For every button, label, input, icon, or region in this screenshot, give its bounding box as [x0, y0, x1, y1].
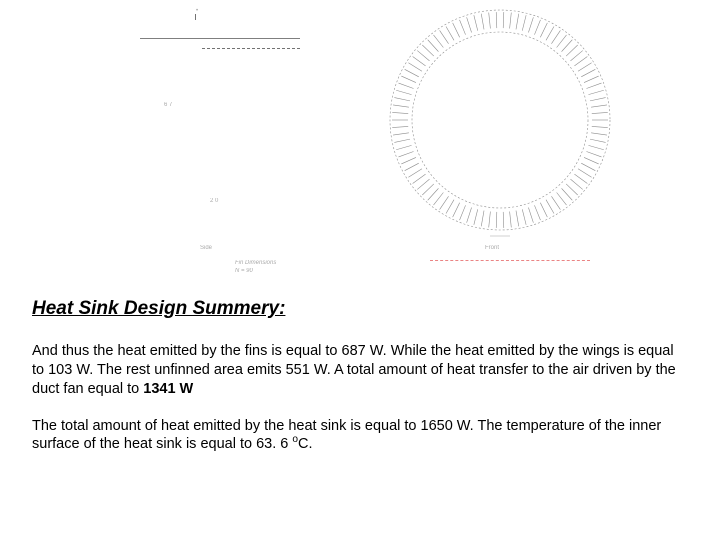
side-solid-line: [140, 38, 300, 39]
front-caption: Front: [485, 245, 499, 251]
p2-text-a: The total amount of heat emitted by the …: [32, 418, 661, 453]
front-view: [370, 0, 630, 260]
dim-caption-line2: N = 90: [235, 268, 253, 274]
side-caption: Side: [200, 245, 212, 251]
p1-text: And thus the heat emitted by the fins is…: [32, 343, 676, 397]
side-top-label: •: [196, 8, 198, 14]
side-top-tick: [195, 14, 196, 20]
front-view-svg: [370, 0, 630, 260]
paragraph-2: The total amount of heat emitted by the …: [32, 417, 688, 455]
figure-caption-row: Side Front: [0, 245, 720, 265]
p2-text-b: C.: [298, 436, 313, 452]
heading: Heat Sink Design Summery:: [32, 298, 688, 320]
figure-area: • 6 7 2 0 Side Front Fin Dimensions N = …: [0, 0, 720, 280]
p1-bold: 1341 W: [143, 381, 193, 397]
paragraph-1: And thus the heat emitted by the fins is…: [32, 342, 688, 399]
side-view: • 6 7 2 0: [140, 10, 300, 240]
scale-dash: [430, 260, 590, 261]
dim-caption-line1: Fin Dimensions: [235, 260, 276, 266]
side-label-67: 6 7: [164, 102, 172, 108]
side-label-mid: 2 0: [210, 198, 218, 204]
text-block: Heat Sink Design Summery: And thus the h…: [32, 298, 688, 472]
side-dash-line: [202, 48, 300, 49]
